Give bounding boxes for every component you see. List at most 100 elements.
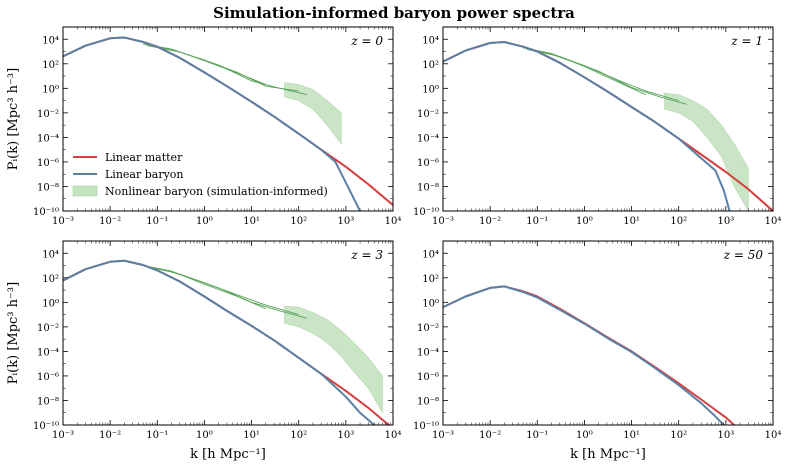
x-tick-label: 10³ — [717, 430, 734, 441]
y-axis-label: Pᵢ(k) [Mpc³ h⁻³] — [6, 282, 21, 384]
y-tick-label: 10⁻¹⁰ — [413, 421, 439, 432]
y-tick-label: 10⁻⁴ — [417, 133, 439, 144]
y-tick-label: 10⁴ — [42, 35, 59, 46]
y-tick-label: 10⁻⁸ — [417, 182, 439, 193]
x-tick-label: 10⁻² — [479, 430, 501, 441]
linear-matter-line — [443, 285, 735, 425]
axes-frame — [442, 240, 774, 426]
y-tick-label: 10⁻² — [417, 109, 439, 120]
simulation-line-2 — [152, 46, 308, 96]
y-tick-label: 10⁻² — [37, 109, 59, 120]
x-tick-label: 10⁴ — [385, 216, 402, 227]
legend-label: Linear baryon — [105, 168, 184, 181]
x-tick-label: 10⁻¹ — [526, 216, 548, 227]
x-tick-label: 10⁴ — [765, 216, 782, 227]
y-axis-label: Pᵢ(k) [Mpc³ h⁻³] — [6, 68, 21, 170]
plot-area — [63, 259, 391, 425]
y-tick-label: 10⁻¹⁰ — [33, 421, 59, 432]
x-tick-label: 10⁻¹ — [526, 430, 548, 441]
x-tick-label: 10⁰ — [576, 430, 593, 441]
linear-baryon-line — [443, 285, 725, 425]
y-tick-label: 10² — [42, 60, 59, 71]
x-tick-label: 10³ — [337, 430, 354, 441]
y-tick-label: 10⁴ — [422, 35, 439, 46]
y-tick-label: 10⁻⁶ — [417, 372, 439, 383]
simulation-line-3 — [523, 47, 646, 96]
y-tick-label: 10⁻⁸ — [417, 396, 439, 407]
x-tick-label: 10¹ — [243, 430, 260, 441]
panel-1: 10⁻³ 10⁻² 10⁻¹ 10⁰ 10¹ 10² 10³ 10⁴ 10⁻¹⁰ 10⁻⁸ 10⁻⁶… — [6, 26, 402, 227]
plot-area — [443, 41, 773, 211]
legend-label: Nonlinear baryon (simulation-informed) — [105, 185, 328, 198]
plot-area — [63, 36, 393, 211]
x-tick-label: 10¹ — [623, 216, 640, 227]
panel-4: 10⁻³ 10⁻² 10⁻¹ 10⁰ 10¹ 10² 10³ 10⁴ 10⁻¹⁰ 10⁻⁸ 10⁻⁶… — [413, 240, 782, 462]
linear-baryon-line — [63, 259, 375, 425]
y-tick-label: 10⁻⁶ — [37, 372, 59, 383]
x-tick-label: 10⁻² — [99, 430, 121, 441]
nonlinear-baryon-band — [664, 92, 749, 211]
y-tick-label: 10⁻⁸ — [37, 182, 59, 193]
redshift-label: z = 1 — [730, 34, 763, 48]
x-tick-label: 10⁻³ — [52, 216, 74, 227]
x-tick-label: 10¹ — [243, 216, 260, 227]
y-tick-label: 10⁰ — [422, 84, 439, 95]
redshift-label: z = 0 — [350, 34, 383, 48]
x-tick-label: 10² — [670, 430, 687, 441]
y-tick-label: 10⁰ — [42, 84, 59, 95]
linear-baryon-line — [63, 36, 361, 211]
redshift-label: z = 50 — [723, 248, 764, 262]
x-tick-label: 10³ — [717, 216, 734, 227]
linear-matter-line — [443, 41, 773, 211]
x-tick-label: 10⁰ — [576, 216, 593, 227]
simulation-line-3 — [143, 43, 266, 86]
x-tick-label: 10⁻¹ — [146, 216, 168, 227]
axes-frame — [62, 240, 394, 426]
y-tick-label: 10⁻⁴ — [37, 133, 59, 144]
x-tick-label: 10⁰ — [196, 430, 213, 441]
panel-2: 10⁻³ 10⁻² 10⁻¹ 10⁰ 10¹ 10² 10³ 10⁴ 10⁻¹⁰ 10⁻⁸ 10⁻⁶… — [413, 26, 782, 227]
axes-frame — [62, 26, 394, 212]
x-tick-label: 10⁰ — [196, 216, 213, 227]
x-tick-label: 10¹ — [623, 430, 640, 441]
nonlinear-baryon-band — [284, 305, 383, 414]
x-tick-label: 10⁻³ — [52, 430, 74, 441]
y-tick-label: 10⁴ — [422, 249, 439, 260]
y-tick-label: 10⁻⁴ — [37, 347, 59, 358]
x-tick-label: 10⁻² — [99, 216, 121, 227]
x-tick-label: 10² — [670, 216, 687, 227]
y-tick-label: 10⁰ — [422, 298, 439, 309]
linear-baryon-line — [443, 41, 731, 211]
y-tick-label: 10² — [422, 60, 439, 71]
redshift-label: z = 3 — [350, 248, 383, 262]
y-tick-label: 10² — [422, 274, 439, 285]
y-tick-label: 10⁻¹⁰ — [413, 207, 439, 218]
y-tick-label: 10⁻¹⁰ — [33, 207, 59, 218]
simulation-line-2 — [532, 50, 688, 105]
x-tick-label: 10³ — [337, 216, 354, 227]
x-axis-label: k [h Mpc⁻¹] — [190, 447, 266, 462]
legend-swatch-band — [72, 185, 98, 197]
y-tick-label: 10⁻⁶ — [37, 158, 59, 169]
nonlinear-baryon-band — [284, 82, 342, 145]
x-tick-label: 10⁻² — [479, 216, 501, 227]
y-tick-label: 10⁻⁶ — [417, 158, 439, 169]
x-tick-label: 10² — [290, 216, 307, 227]
y-tick-label: 10⁻⁴ — [417, 347, 439, 358]
x-tick-label: 10⁻³ — [432, 216, 454, 227]
legend-label: Linear matter — [105, 151, 183, 164]
x-axis-label: k [h Mpc⁻¹] — [570, 447, 646, 462]
figure-title: Simulation-informed baryon power spectra — [213, 4, 575, 22]
y-tick-label: 10⁰ — [42, 298, 59, 309]
axes-frame — [442, 26, 774, 212]
y-tick-label: 10⁴ — [42, 249, 59, 260]
legend: Linear matter Linear baryon Nonlinear bary… — [72, 151, 328, 198]
y-tick-label: 10⁻² — [417, 323, 439, 334]
x-tick-label: 10⁴ — [385, 430, 402, 441]
y-tick-label: 10⁻⁸ — [37, 396, 59, 407]
panel-3: 10⁻³ 10⁻² 10⁻¹ 10⁰ 10¹ 10² 10³ 10⁴ 10⁻¹⁰ 10⁻⁸ 10⁻⁶… — [6, 240, 402, 462]
x-tick-label: 10⁴ — [765, 430, 782, 441]
x-tick-label: 10² — [290, 430, 307, 441]
simulation-line-3 — [143, 265, 266, 310]
